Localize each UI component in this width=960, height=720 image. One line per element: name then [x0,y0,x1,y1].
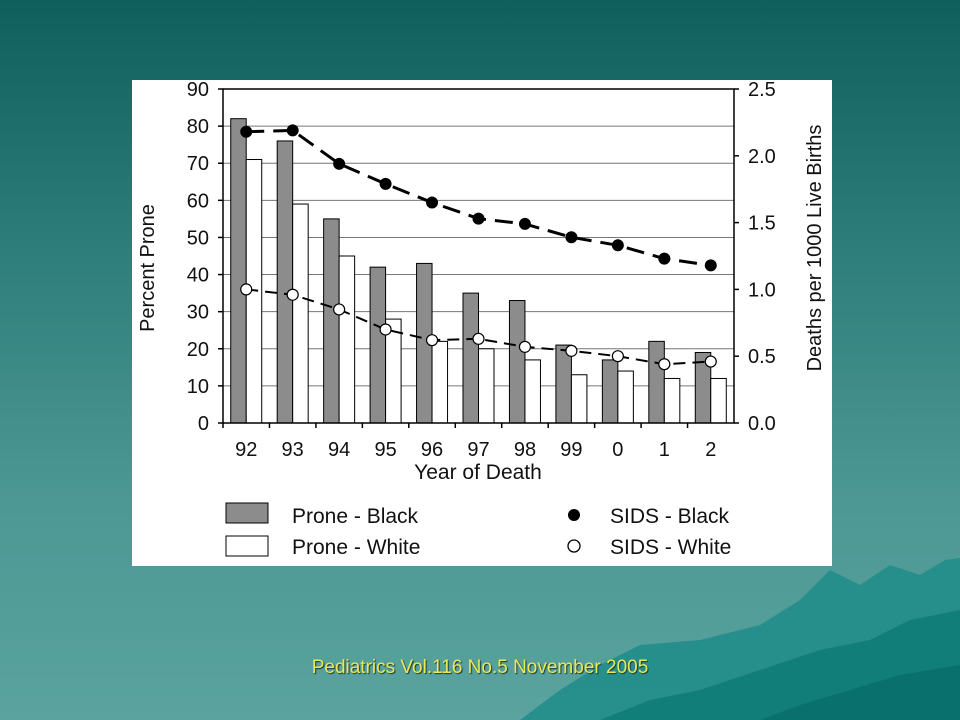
point-sids-white [658,358,671,371]
bar-prone-white [524,359,541,424]
y2-tick-label: 0.0 [748,413,776,435]
bar-prone-black [369,266,387,424]
point-sids-white [240,283,253,296]
legend-label-prone-white: Prone - White [292,536,420,559]
x-tick-label: 93 [282,439,304,461]
point-sids-black [333,157,346,170]
y2-axis-label: Deaths per 1000 Live Births [804,125,826,372]
y-tick-label: 80 [187,116,209,138]
y-tick-label: 20 [187,339,209,361]
y-tick-label: 30 [187,302,209,324]
y-tick-label: 40 [187,265,209,287]
point-sids-white [472,332,485,345]
x-tick-label: 97 [467,439,489,461]
bar-prone-black [462,292,479,424]
y2-tick-label: 0.5 [748,346,776,368]
legend-symbol-prone-white [225,535,269,557]
bar-prone-white [710,377,727,424]
y2-tick-label: 1.5 [748,213,776,235]
point-sids-black [704,259,717,272]
point-sids-black [611,239,624,252]
point-sids-black [240,125,253,138]
point-sids-white [518,340,532,353]
point-sids-black [379,177,392,190]
y-tick-label: 90 [187,80,209,101]
bar-prone-black [648,340,665,424]
point-sids-black [518,217,531,230]
y2-tick-label: 2.0 [748,146,776,168]
legend-label-prone-black: Prone - Black [292,505,419,528]
citation: Pediatrics Vol.116 No.5 November 2005 [311,657,649,678]
bars [230,118,727,424]
bar-prone-white [570,374,588,424]
x-tick-label: 92 [235,439,257,461]
bar-prone-white [292,203,309,424]
x-tick-label: 96 [421,439,443,461]
legend-symbol-sids-black [568,509,580,521]
bar-prone-white [617,370,634,424]
y-tick-label: 60 [187,190,209,212]
point-sids-black [426,196,439,209]
point-sids-black [565,231,578,244]
point-sids-white [425,334,439,347]
x-tick-label: 1 [659,439,670,461]
series-line-sids-black [246,128,711,267]
y-tick-label: 0 [198,413,209,435]
point-sids-white [704,355,717,368]
x-axis-label: Year of Death [414,461,542,484]
chart-panel: 0 10 20 30 40 50 60 70 80 90 0.0 0.5 1.0 1.5 2.0 2.5 92 9… [132,80,832,566]
point-sids-white [333,303,346,316]
bar-prone-white [338,255,356,424]
x-tick-label: 0 [612,439,623,461]
legend-symbol-sids-white [567,539,581,553]
point-sids-white [286,288,299,301]
bar-prone-black [508,300,526,424]
lines [240,124,717,371]
y2-tick-label: 2.5 [748,80,776,101]
point-sids-black [286,124,299,137]
x-tick-label: 94 [328,439,350,461]
bar-prone-black [276,140,294,424]
y2-tick-label: 1.0 [748,279,776,301]
y-tick-label: 50 [187,227,209,249]
point-sids-black [472,212,485,225]
series-line-sids-white [246,288,711,366]
bar-prone-white [663,377,681,424]
bar-prone-white [431,340,449,424]
y-axis-label: Percent Prone [137,204,159,332]
bar-prone-black [230,118,247,424]
y-tick-label: 70 [187,153,209,175]
x-tick-label: 2 [705,439,716,461]
legend-label-sids-black: SIDS - Black [610,505,730,528]
legend-label-sids-white: SIDS - White [610,536,731,559]
point-sids-black [658,252,671,265]
legend-symbol-prone-black [225,502,269,524]
x-tick-label: 95 [374,439,396,461]
y-tick-label: 10 [187,376,209,398]
x-tick-label: 98 [514,439,536,461]
bar-prone-black [555,344,572,424]
bar-prone-black [601,359,619,424]
point-sids-white [565,344,578,357]
x-tick-label: 99 [560,439,582,461]
bar-prone-white [478,348,495,424]
plot-frame [222,88,735,424]
legend: Prone - Black SIDS - Black Prone - White… [225,502,731,559]
point-sids-white [611,350,624,363]
point-sids-white [379,323,392,336]
bar-prone-black [323,218,340,424]
